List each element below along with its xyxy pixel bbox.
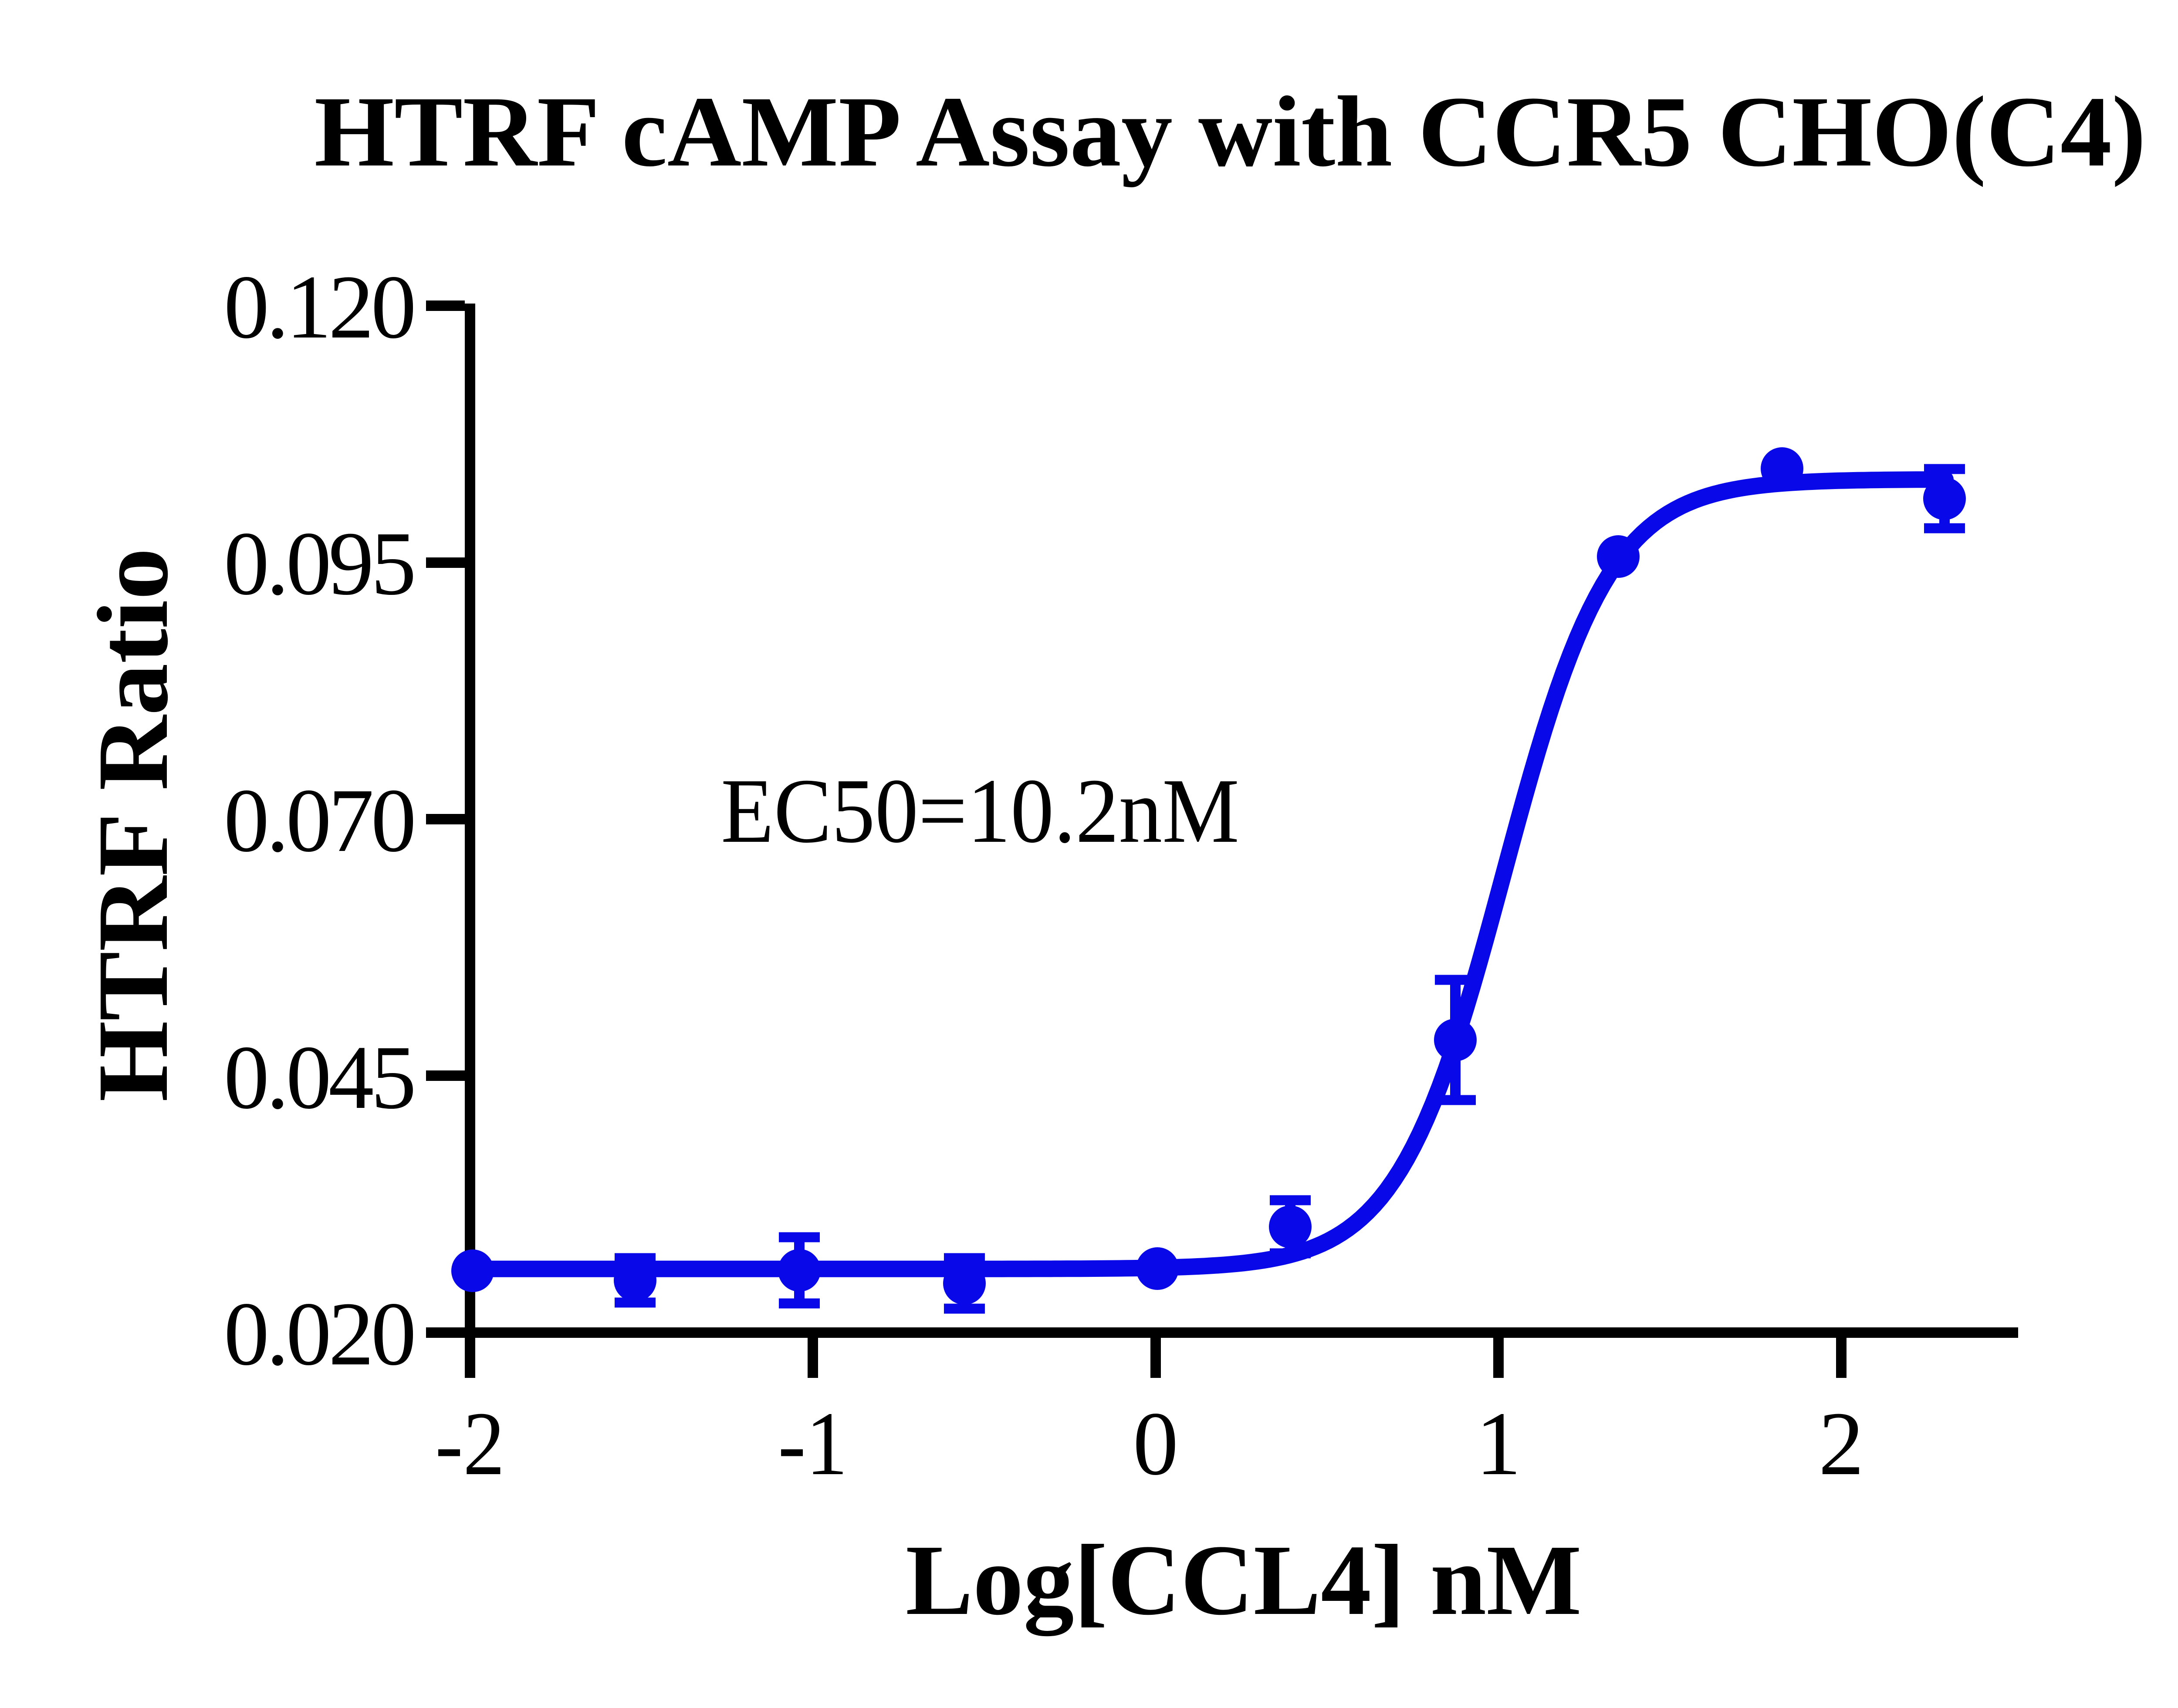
svg-text:2: 2 <box>1819 1394 1864 1494</box>
svg-text:0.120: 0.120 <box>224 257 413 358</box>
svg-text:EC50=10.2nM: EC50=10.2nM <box>721 759 1239 862</box>
svg-text:0.095: 0.095 <box>224 513 413 614</box>
svg-text:0.020: 0.020 <box>224 1284 413 1384</box>
svg-text:1: 1 <box>1476 1394 1522 1494</box>
svg-text:Log[CCL4] nM: Log[CCL4] nM <box>906 1524 1582 1636</box>
svg-text:HTRF Ratio: HTRF Ratio <box>77 548 189 1102</box>
svg-text:-1: -1 <box>778 1394 848 1494</box>
svg-text:0: 0 <box>1133 1394 1179 1494</box>
svg-text:0.045: 0.045 <box>224 1027 413 1128</box>
svg-text:HTRF cAMP Assay with CCR5 CHO(: HTRF cAMP Assay with CCR5 CHO(C4) <box>315 76 2146 188</box>
svg-text:-2: -2 <box>435 1394 505 1494</box>
svg-text:0.070: 0.070 <box>224 770 413 871</box>
